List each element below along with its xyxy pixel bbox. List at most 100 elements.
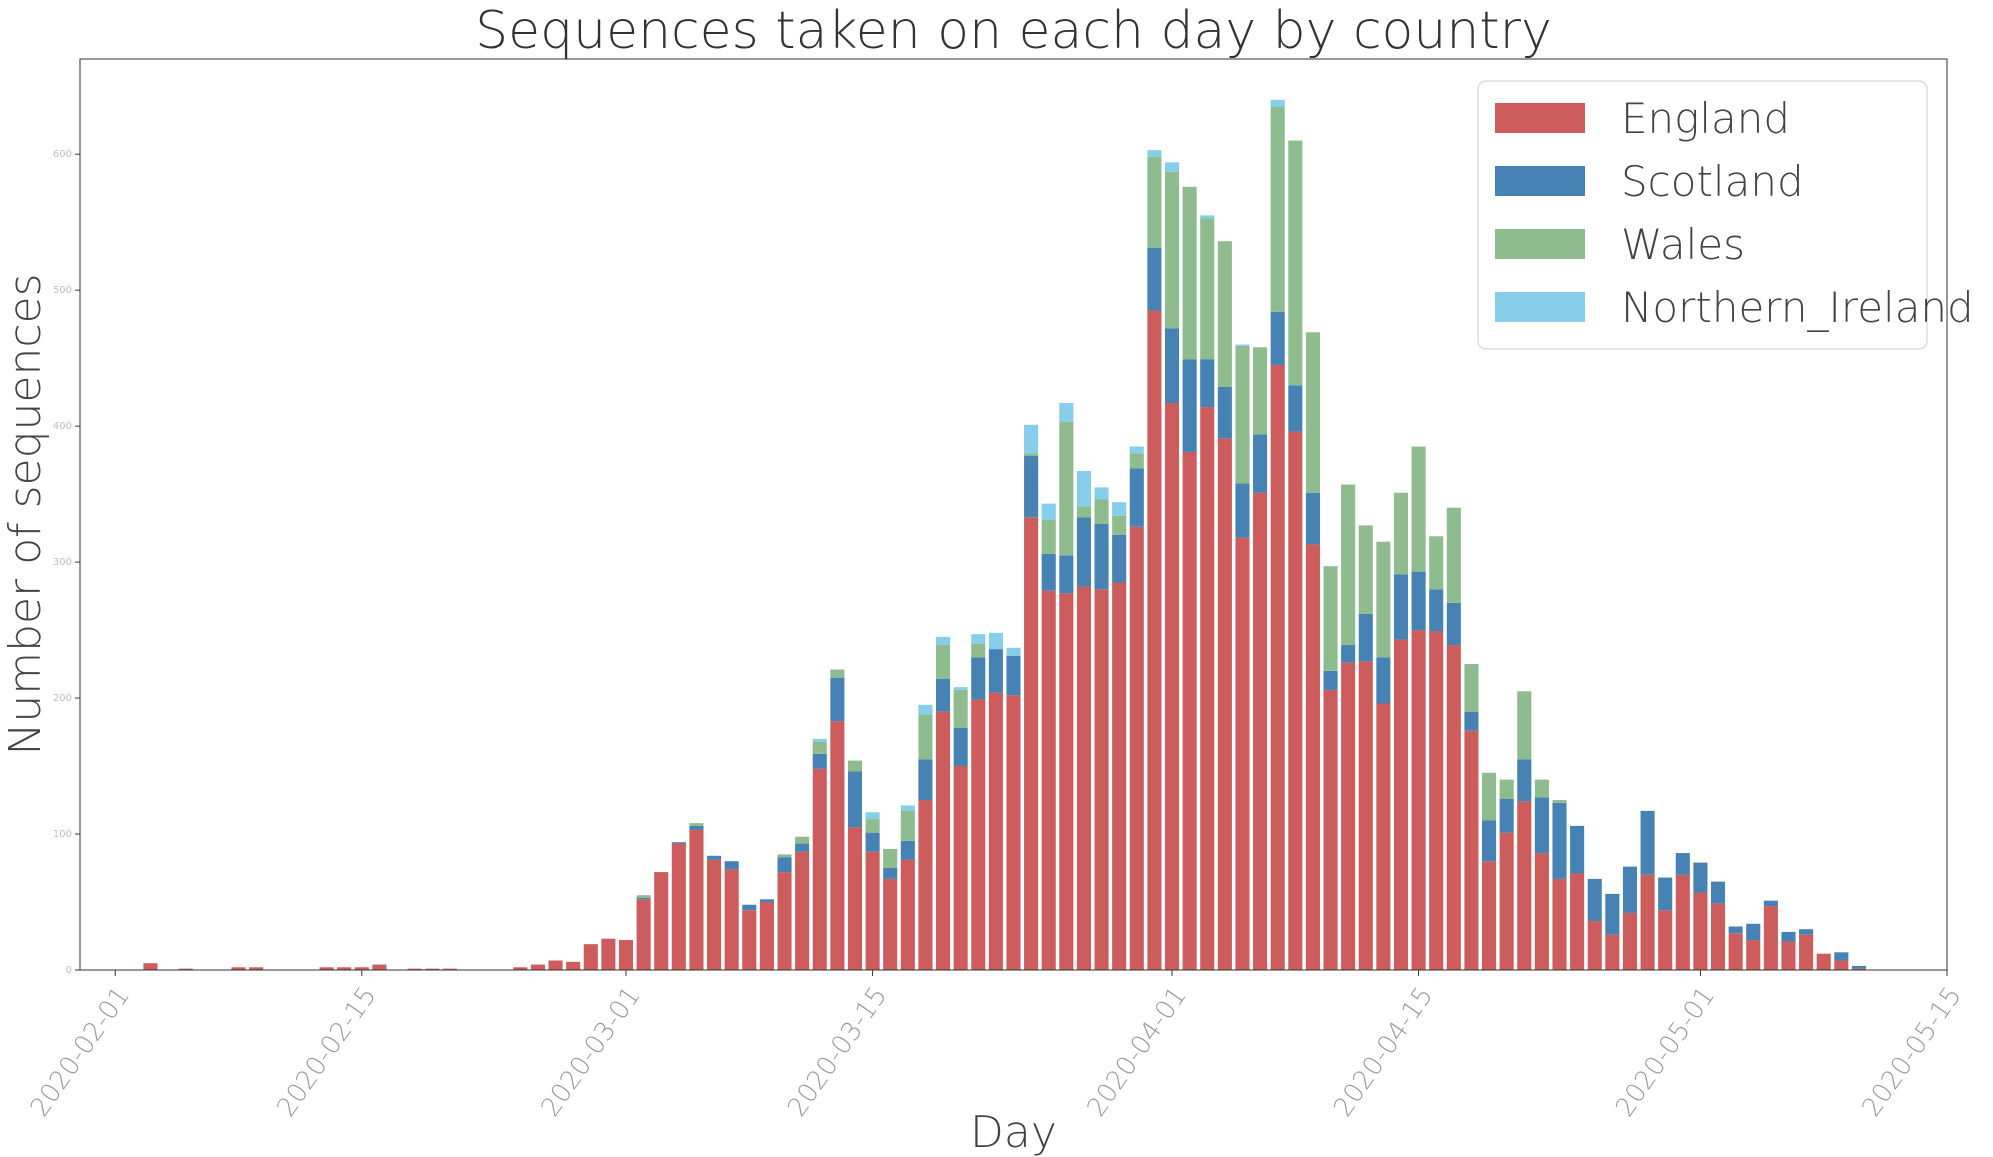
bar-scotland-82 [1552,802,1567,879]
bar-northern_ireland-48 [953,687,968,690]
bar-england-66 [1270,364,1285,970]
bar-scotland-56 [1094,524,1109,590]
y-axis-ticks: 0 100 200 300 400 500 600 [53,149,80,976]
bar-england-14 [354,967,369,970]
legend: England Scotland Wales Northern_Ireland [1477,80,1974,350]
bar-england-83 [1570,873,1585,970]
bar-wales-75 [1429,536,1444,590]
bar-wales-40 [812,741,827,754]
bar-england-49 [971,699,986,970]
bar-scotland-98 [1834,952,1849,961]
bar-england-47 [936,711,951,970]
bar-wales-43 [865,819,880,833]
bar-northern_ireland-58 [1129,446,1144,454]
bar-england-96 [1799,934,1814,970]
bar-scotland-91 [1710,881,1726,904]
bar-wales-62 [1200,218,1215,360]
bar-england-31 [654,872,669,970]
bar-wales-68 [1305,332,1320,493]
bar-scotland-90 [1693,862,1708,893]
bar-scotland-59 [1147,248,1162,311]
bar-england-25 [548,960,563,970]
bar-scotland-48 [953,727,968,767]
bar-england-45 [900,859,915,970]
bar-england-18 [425,968,440,970]
bar-wales-54 [1059,422,1074,556]
bar-northern_ireland-62 [1200,215,1215,219]
bar-scotland-74 [1411,571,1426,631]
bar-scotland-53 [1041,553,1056,591]
bar-wales-56 [1094,499,1109,525]
bar-scotland-85 [1605,893,1620,935]
bar-england-76 [1446,645,1461,970]
bar-wales-39 [795,836,810,844]
bar-northern_ireland-55 [1076,470,1091,507]
bar-wales-41 [830,669,845,678]
bar-scotland-71 [1358,613,1373,662]
bar-northern_ireland-54 [1059,403,1074,423]
bar-scotland-76 [1446,602,1461,646]
x-tick-label: 2020-03-01 [536,981,647,1122]
bar-england-46 [918,800,933,970]
bar-scotland-30 [636,897,651,900]
bar-wales-44 [883,848,898,869]
bar-northern_ireland-66 [1270,99,1285,107]
bar-northern_ireland-64 [1235,344,1250,346]
bar-england-84 [1587,921,1602,970]
bar-wales-73 [1393,492,1409,575]
bar-england-67 [1288,431,1303,970]
bar-wales-76 [1446,507,1461,603]
bar-scotland-36 [742,904,757,911]
x-axis-label: Day [970,1107,1057,1157]
bar-england-56 [1094,589,1109,970]
bar-wales-38 [777,854,792,858]
bar-northern_ireland-52 [1024,424,1039,454]
bar-england-35 [724,869,739,970]
bar-england-12 [319,967,334,970]
bar-scotland-42 [847,771,863,828]
bar-northern_ireland-43 [865,812,880,820]
bar-england-26 [566,961,581,970]
bar-wales-57 [1112,515,1127,535]
bar-wales-59 [1147,156,1162,248]
bar-northern_ireland-59 [1147,150,1162,157]
bar-scotland-65 [1253,434,1268,493]
bar-scotland-80 [1517,759,1532,802]
bar-scotland-43 [865,832,880,852]
bar-wales-78 [1482,772,1497,821]
x-tick-label: 2020-05-01 [1610,981,1721,1122]
bar-scotland-68 [1305,492,1320,545]
bar-england-74 [1411,630,1426,970]
y-tick-label: 300 [53,557,72,568]
bar-england-4 [178,968,193,970]
y-tick-label: 600 [53,149,72,160]
bar-wales-30 [636,895,651,898]
bar-wales-52 [1024,453,1039,457]
bar-wales-66 [1270,106,1285,312]
bar-england-13 [337,967,352,970]
bar-england-62 [1200,407,1215,971]
bar-scotland-92 [1728,926,1743,934]
bar-scotland-44 [883,868,898,879]
bar-england-94 [1763,906,1778,970]
legend-label-england: England [1621,94,1790,143]
bar-scotland-86 [1622,866,1638,913]
bar-england-48 [953,766,968,970]
bar-england-65 [1253,492,1268,970]
bar-wales-46 [918,714,933,760]
bar-england-44 [883,878,898,970]
bar-england-51 [1006,695,1021,970]
bar-scotland-40 [812,753,827,769]
bar-england-68 [1305,544,1320,970]
bar-england-71 [1358,661,1373,970]
bar-england-42 [847,827,863,970]
bar-scotland-37 [759,899,774,903]
bar-england-28 [601,938,616,970]
bar-scotland-52 [1024,456,1039,518]
bar-northern_ireland-50 [988,632,1003,650]
bar-wales-81 [1534,779,1549,798]
plot-area-frame [79,58,1948,971]
bar-wales-63 [1217,241,1232,387]
x-tick-label: 2020-04-01 [1082,981,1193,1122]
bar-scotland-89 [1675,853,1690,875]
